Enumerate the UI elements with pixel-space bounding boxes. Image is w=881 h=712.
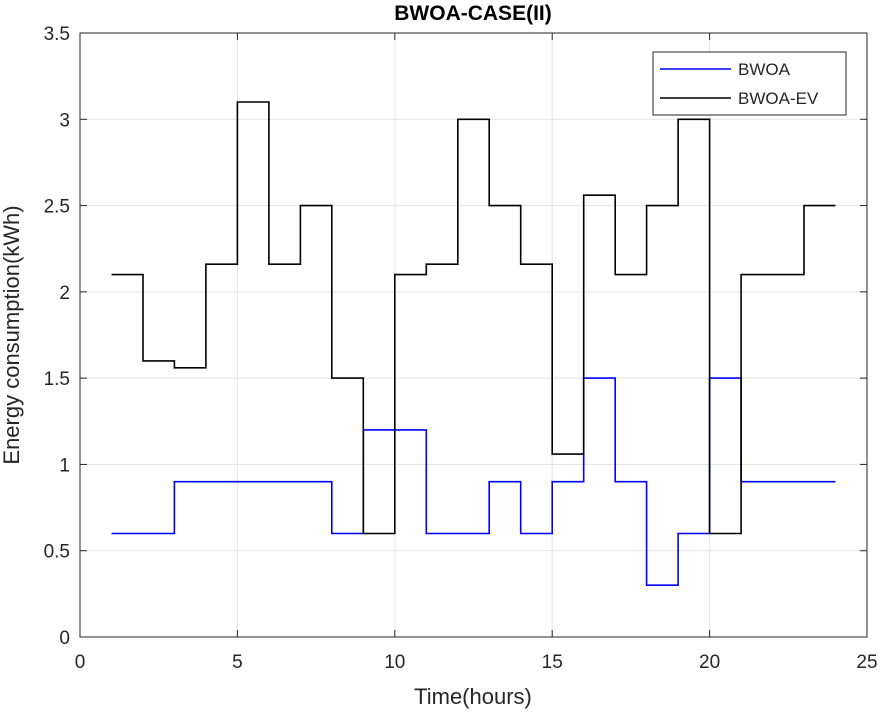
series-line-bwoa-ev [111,101,836,535]
legend-label-bwoa: BWOA [738,60,791,79]
y-axis-ticks: 0 0.5 1 1.5 2 2.5 3 3.5 [44,24,867,649]
x-tick-label: 10 [384,652,405,673]
y-tick-label: 0.5 [44,542,70,563]
y-tick-label: 0 [59,628,70,649]
y-tick-label: 2 [59,283,70,304]
x-axis-ticks: 0 5 10 15 20 25 [75,33,878,673]
x-tick-label: 15 [542,652,563,673]
y-tick-label: 1.5 [44,369,70,390]
x-tick-label: 20 [699,652,720,673]
chart-title: BWOA-CASE(II) [394,2,551,25]
plot-background [80,33,867,637]
plot-frame [79,32,868,638]
grid-lines [80,33,867,637]
y-tick-label: 3 [59,110,70,131]
x-axis-label: Time(hours) [414,684,532,709]
x-tick-label: 5 [232,652,243,673]
legend-label-bwoa-ev: BWOA-EV [738,89,819,108]
y-tick-label: 2.5 [44,197,70,218]
x-tick-label: 25 [856,652,877,673]
series-lines [111,101,836,587]
legend-box [652,51,847,116]
y-tick-label: 1 [59,455,70,476]
legend: BWOA BWOA-EV [652,51,847,116]
y-axis-label: Energy consumption(kWh) [0,205,24,464]
x-tick-label: 0 [75,652,86,673]
y-tick-label: 3.5 [44,24,70,45]
